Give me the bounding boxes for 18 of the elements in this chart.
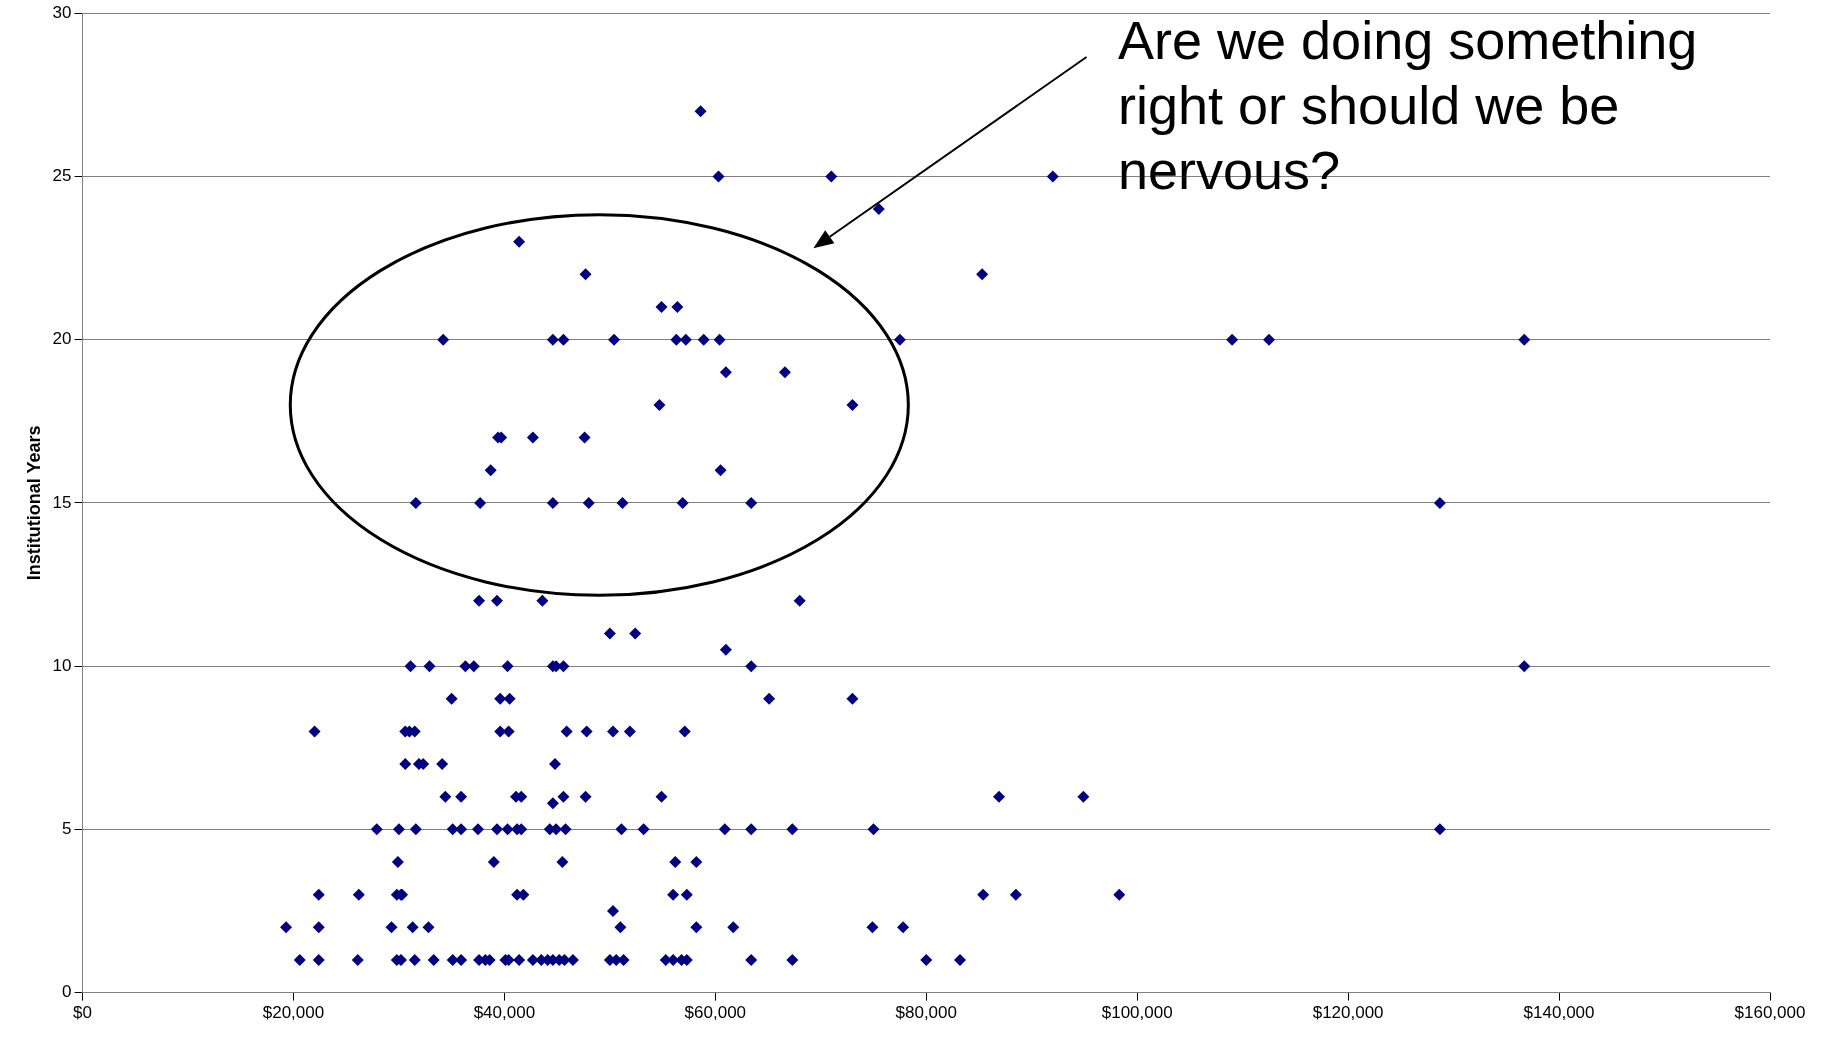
x-tick-label: $140,000 (1523, 1003, 1595, 1023)
x-tick-label: $100,000 (1101, 1003, 1173, 1023)
x-tick-label: $40,000 (473, 1003, 536, 1023)
y-tick-label: 0 (62, 982, 72, 1002)
y-tick-label: 15 (52, 492, 72, 512)
x-tick-label: $160,000 (1734, 1003, 1806, 1023)
y-axis-title: Institutional Years (23, 425, 44, 581)
x-tick-label: $60,000 (684, 1003, 747, 1023)
y-tick-label: 5 (62, 819, 72, 839)
y-tick-label: 30 (52, 2, 72, 22)
y-tick-label: 20 (52, 329, 72, 349)
x-tick-label: $20,000 (262, 1003, 325, 1023)
annotation: Are we doing something right or should we be nervous? (1118, 9, 1699, 202)
y-tick-label: 10 (52, 655, 72, 675)
x-tick-label: $80,000 (895, 1003, 957, 1023)
y-tick-label: 25 (52, 166, 72, 186)
x-tick-label: $0 (73, 1003, 92, 1023)
x-tick-label: $120,000 (1312, 1003, 1384, 1023)
